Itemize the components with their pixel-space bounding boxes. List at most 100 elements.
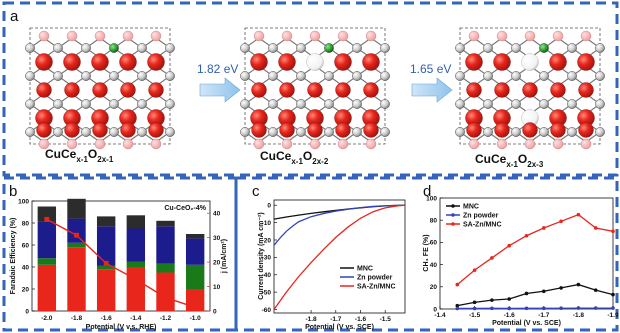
cerium-atom (137, 71, 147, 81)
formula-3: CuCex-1O2x-3 (475, 152, 544, 169)
current-density-marker (133, 276, 139, 282)
series-marker (472, 306, 477, 311)
oxygen-atom (363, 122, 379, 138)
oxygen-back (122, 30, 134, 42)
current-density-marker (44, 216, 50, 222)
series-marker (611, 229, 615, 234)
cerium-atom (296, 99, 306, 109)
legend-marker (451, 204, 455, 208)
oxygen-back (309, 30, 321, 42)
oxygen-atom (549, 53, 567, 71)
series-line (456, 213, 614, 286)
oxygen-atom (362, 53, 380, 71)
oxygen-atom (466, 122, 482, 138)
x-tick-label: -1.2 (160, 315, 172, 322)
series-marker (593, 306, 598, 310)
x-tick-label: -1.4 (130, 315, 142, 322)
oxygen-vacancy (306, 53, 324, 71)
bar-segment (185, 264, 205, 289)
oxygen-atom (279, 82, 295, 98)
cerium-atom (268, 43, 278, 53)
oxygen-back (365, 138, 377, 150)
x-tick-label: -1.6 (355, 316, 367, 323)
cerium-atom (539, 71, 549, 81)
cerium-atom (511, 127, 521, 137)
series-marker (524, 291, 529, 296)
oxygen-atom (335, 122, 351, 138)
series-line (457, 283, 614, 307)
cerium-atom (567, 71, 577, 81)
bar-segment (67, 218, 86, 243)
cerium-atom (81, 127, 91, 137)
cerium-atom (455, 71, 465, 81)
x-tick-label: -1.6 (101, 315, 113, 322)
y-tick-label: 80 (22, 220, 30, 227)
y-right-tick-label: 30 (213, 235, 221, 242)
series-marker (507, 297, 512, 301)
oxygen-atom (35, 53, 53, 71)
cerium-atom (25, 71, 35, 81)
bar-segment (67, 247, 86, 311)
cerium-atom (483, 43, 493, 53)
oxygen-atom (493, 53, 511, 71)
cerium-atom (511, 43, 521, 53)
oxygen-atom (36, 82, 52, 98)
bar-segment (67, 198, 86, 219)
oxygen-atom (119, 53, 137, 71)
x-tick-label: -1.4 (434, 312, 446, 319)
bar-segment (156, 272, 175, 311)
y-tick-label: 100 (426, 195, 437, 202)
cerium-atom (268, 99, 278, 109)
panel-cd-frame (234, 176, 619, 332)
x-tick-label: -1.8 (71, 315, 83, 322)
cerium-atom (165, 99, 175, 109)
cerium-atom (352, 71, 362, 81)
cerium-atom (25, 43, 35, 53)
cerium-atom (595, 71, 605, 81)
bar-segment (126, 215, 146, 229)
bar-segment (156, 226, 175, 264)
energy-arrow-2 (411, 77, 453, 103)
y-tick-label: -20 (262, 237, 272, 244)
oxygen-atom (577, 53, 595, 71)
y-tick-label: 0 (25, 308, 29, 315)
cerium-atom (483, 127, 493, 137)
oxygen-atom (64, 122, 80, 138)
cerium-atom (165, 71, 175, 81)
oxygen-back (281, 30, 293, 42)
series-marker (576, 282, 581, 287)
oxygen-atom (307, 82, 323, 98)
legend-marker (451, 213, 455, 217)
oxygen-back (524, 30, 536, 42)
cerium-atom (268, 127, 278, 137)
y-tick-label: -60 (262, 307, 272, 314)
y-tick-label: 60 (22, 242, 30, 249)
cerium-atom (240, 127, 250, 137)
structure-3 (455, 27, 605, 150)
oxygen-atom (334, 53, 352, 71)
oxygen-atom (522, 122, 538, 138)
cerium-atom (240, 43, 250, 53)
series-marker (490, 306, 494, 311)
structure-1 (25, 27, 175, 150)
plot-area (439, 197, 614, 310)
plot-area-b (31, 200, 211, 312)
oxygen-atom (120, 122, 136, 138)
y-tick-label: 80 (430, 218, 438, 225)
y-tick-label: -40 (262, 272, 272, 279)
series-marker (455, 303, 460, 308)
oxygen-atom (550, 122, 566, 138)
current-density-marker (74, 232, 79, 238)
crystal-structures (25, 27, 605, 150)
oxygen-atom (550, 82, 566, 98)
oxygen-back (365, 30, 377, 42)
series-marker (524, 306, 529, 311)
formula-2: CuCex-1O2x-2 (260, 149, 329, 166)
oxygen-atom (522, 82, 538, 98)
oxygen-back (281, 138, 293, 150)
energy-label-2: 1.65 eV (410, 62, 451, 76)
bar-segment (67, 242, 86, 248)
oxygen-atom (63, 53, 81, 71)
bar-segment (185, 238, 205, 265)
bar-segment (126, 228, 146, 262)
